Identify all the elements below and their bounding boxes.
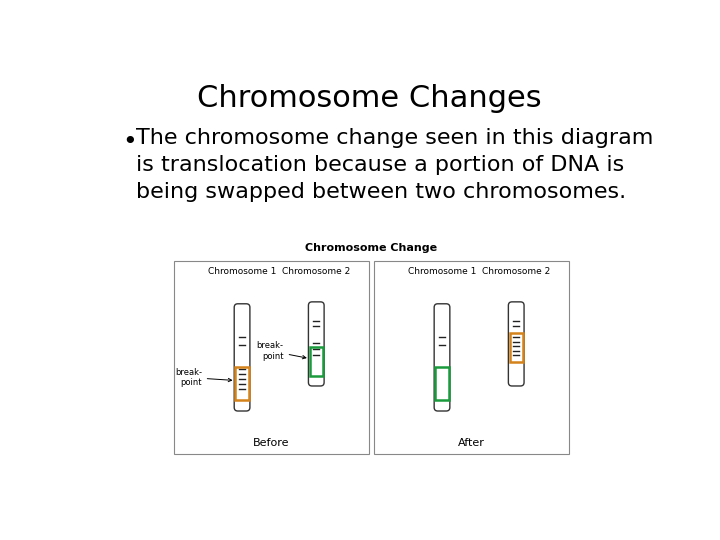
Bar [436,367,449,400]
Text: break-
point: break- point [257,341,306,361]
Text: Before: Before [253,438,289,448]
FancyBboxPatch shape [234,304,250,411]
FancyBboxPatch shape [434,304,450,411]
Text: The chromosome change seen in this diagram
is translocation because a portion of: The chromosome change seen in this diagr… [137,128,654,202]
Text: After: After [458,438,485,448]
Text: Chromosome 2: Chromosome 2 [282,267,351,276]
Bar [510,333,523,362]
Bar [235,367,248,400]
Text: Chromosome 2: Chromosome 2 [482,267,550,276]
Text: Chromosome Changes: Chromosome Changes [197,84,541,113]
Text: •: • [122,130,138,154]
Bar [310,347,323,376]
Text: Chromosome Change: Chromosome Change [305,244,437,253]
FancyBboxPatch shape [308,302,324,386]
Bar [374,261,569,454]
Text: Chromosome 1: Chromosome 1 [208,267,276,276]
Text: break-
point: break- point [175,368,232,387]
FancyBboxPatch shape [508,302,524,386]
Bar [174,261,369,454]
Text: Chromosome 1: Chromosome 1 [408,267,476,276]
